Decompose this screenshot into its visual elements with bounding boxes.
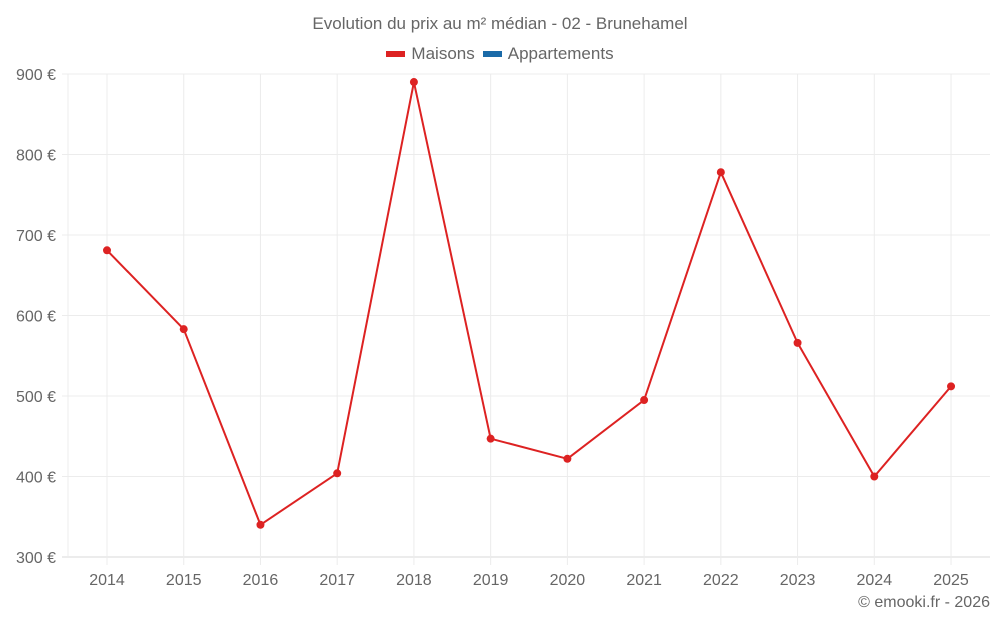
legend-swatch-appartements-icon [482,51,502,57]
axes: 300 € 400 € 500 € 600 € 700 € 800 € 900 € 2014 2… [16,67,969,589]
y-tick-label: 800 € [16,148,56,165]
x-tick-label: 2024 [857,572,893,589]
data-point[interactable] [103,246,111,255]
credit-text: © emooki.fr - 2026 [858,594,990,611]
x-tick-label: 2018 [396,572,432,589]
data-point[interactable] [179,325,188,334]
data-point[interactable] [563,454,572,463]
data-point[interactable] [793,338,802,347]
x-tick-label: 2020 [550,572,586,589]
y-tick-label: 700 € [16,228,56,245]
y-tick-label: 500 € [16,389,56,406]
y-tick-label: 400 € [16,470,56,487]
x-tick-label: 2016 [243,572,279,589]
legend: Maisons Appartements [0,44,1000,64]
chart-title: Evolution du prix au m² médian - 02 - Br… [312,14,688,33]
data-point[interactable] [333,469,342,478]
series-line [106,81,952,526]
legend-label-maisons: Maisons [411,44,475,63]
data-point[interactable] [640,396,649,405]
x-tick-label: 2014 [89,572,125,589]
legend-label-appartements: Appartements [507,44,614,63]
gridlines [62,73,990,565]
data-point[interactable] [486,434,495,443]
data-point[interactable] [256,520,265,529]
data-point[interactable] [409,78,418,87]
data-point[interactable] [716,168,725,177]
x-tick-label: 2021 [626,572,662,589]
x-tick-label: 2019 [473,572,509,589]
series-maisons [103,78,956,529]
data-point[interactable] [947,382,956,391]
x-tick-label: 2023 [780,572,816,589]
y-tick-label: 900 € [16,67,56,84]
y-tick-label: 300 € [16,550,56,567]
x-tick-label: 2015 [166,572,202,589]
data-point[interactable] [870,472,879,481]
x-tick-label: 2017 [319,572,355,589]
y-tick-label: 600 € [16,309,56,326]
legend-swatch-maisons-icon [386,51,406,57]
x-tick-label: 2022 [703,572,739,589]
x-tick-label: 2025 [933,572,969,589]
legend-item-appartements[interactable]: Appartements [482,44,614,64]
legend-item-maisons[interactable]: Maisons [386,44,475,64]
